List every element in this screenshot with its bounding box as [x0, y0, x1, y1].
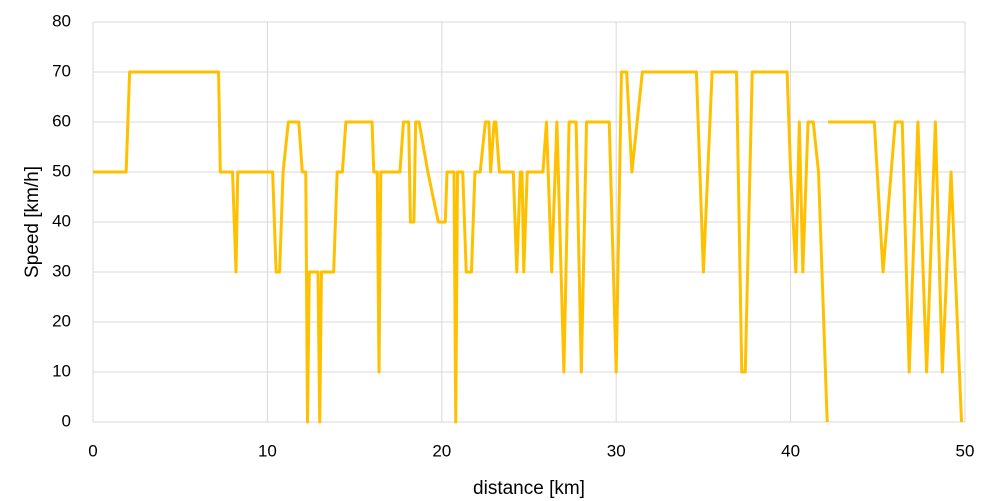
data-line: [93, 70, 964, 424]
y-tick-label: 40: [52, 211, 71, 230]
y-tick-label: 30: [52, 261, 71, 280]
y-tick-label: 20: [52, 311, 71, 330]
y-tick-label: 60: [52, 111, 71, 130]
x-axis-label: distance [km]: [473, 478, 585, 499]
x-tick-label: 20: [432, 441, 451, 460]
x-tick-label: 0: [88, 441, 97, 460]
y-axis-label: Speed [km/h]: [22, 166, 43, 278]
x-tick-label: 50: [956, 441, 975, 460]
y-tick-label: 0: [62, 411, 71, 430]
y-tick-label: 70: [52, 61, 71, 80]
x-tick-label: 10: [258, 441, 277, 460]
y-tick-label: 80: [52, 11, 71, 30]
y-tick-label: 50: [52, 161, 71, 180]
x-tick-label: 30: [607, 441, 626, 460]
y-tick-label: 10: [52, 361, 71, 380]
x-tick-label: 40: [781, 441, 800, 460]
